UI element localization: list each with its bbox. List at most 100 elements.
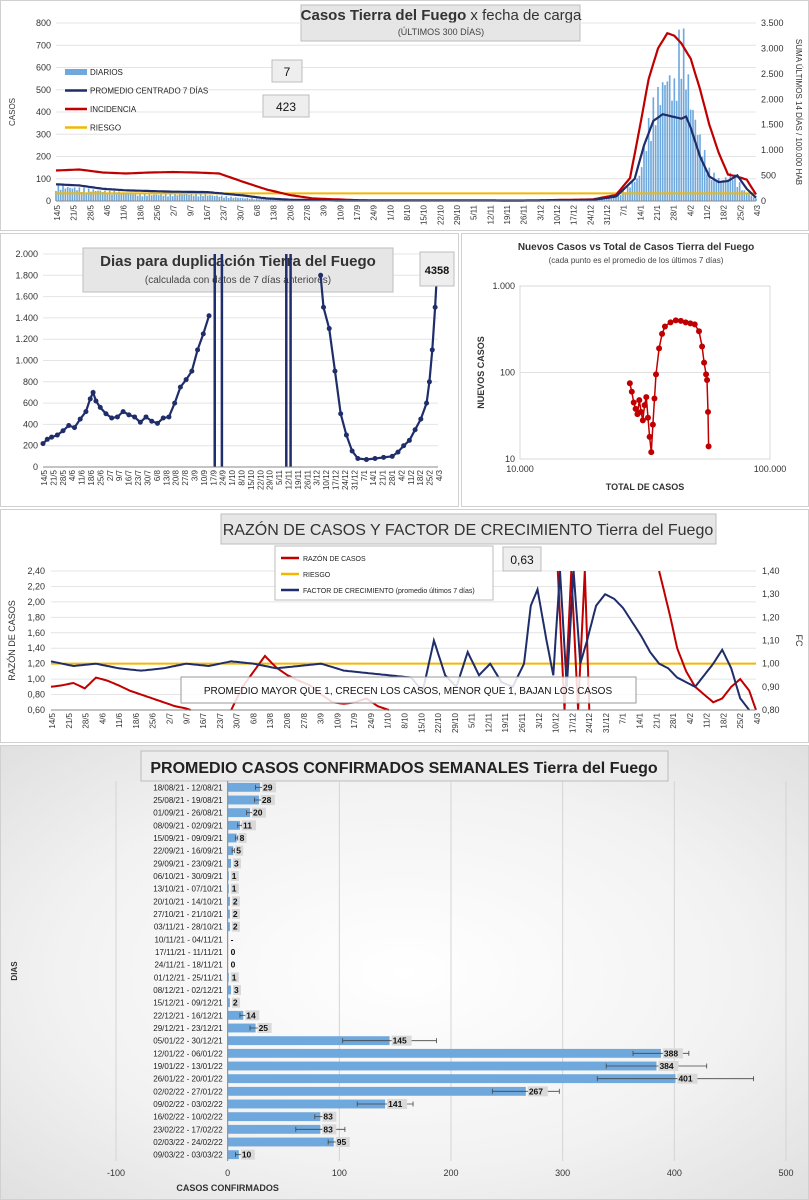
- y-tick-label: 2.000: [15, 249, 38, 259]
- category-label: 20/10/21 - 14/10/21: [153, 897, 223, 906]
- chart-subtitle: (ÚLTIMOS 300 DÍAS): [398, 27, 484, 37]
- x-tick-label: 25/2: [736, 712, 745, 728]
- data-label: 3: [234, 985, 239, 995]
- x-tick-label: 24/9: [370, 204, 379, 220]
- y-tick-label: 100: [36, 174, 51, 184]
- x-tick-label: 6/8: [153, 469, 162, 481]
- daily-bar: [230, 196, 232, 201]
- x-tick-label: 16/7: [203, 204, 212, 220]
- x-tick-label: 25/2: [426, 469, 435, 485]
- data-label: 11: [243, 820, 252, 830]
- x-tick-label: 21/1: [652, 712, 661, 728]
- doubling-point: [40, 441, 46, 447]
- weekly-bar: [227, 972, 229, 982]
- data-label-bg: [262, 782, 277, 793]
- category-label: 09/02/22 - 03/02/22: [153, 1100, 223, 1109]
- x-tick-label: 5/11: [275, 469, 284, 485]
- daily-bar: [241, 197, 244, 201]
- daily-bar: [661, 82, 664, 201]
- weekly-bar: [227, 1124, 321, 1134]
- x-tick-label: 27/8: [303, 204, 312, 220]
- daily-bar: [708, 167, 711, 201]
- x-tick-label: 11/2: [407, 469, 416, 485]
- doubling-point: [372, 455, 378, 461]
- scatter-point: [644, 414, 651, 421]
- doubling-point: [172, 400, 178, 406]
- x-tick-label: 3/12: [535, 712, 544, 728]
- daily-bar: [643, 147, 645, 201]
- x-tick-label: 9/7: [115, 469, 124, 481]
- x-tick-label: 500: [778, 1168, 793, 1178]
- chart-title: Nuevos Casos vs Total de Casos Tierra de…: [518, 242, 754, 253]
- category-label: 09/03/22 - 03/03/22: [153, 1151, 223, 1160]
- growth-factor-line: [50, 570, 750, 711]
- legend-label: RIESGO: [303, 572, 331, 579]
- daily-bar: [622, 189, 624, 201]
- data-label-bg: [662, 1048, 683, 1059]
- x-tick-label: 12/11: [486, 204, 495, 224]
- y-tick-label: 1,60: [27, 628, 45, 638]
- legend-swatch: [65, 69, 87, 75]
- x-axis-label: TOTAL DE CASOS: [606, 482, 685, 492]
- doubling-point: [195, 347, 201, 353]
- daily-bar: [202, 195, 204, 201]
- y-tick-label: 600: [23, 398, 38, 408]
- x-tick-label: 27/8: [181, 469, 190, 485]
- daily-bar: [213, 195, 216, 201]
- daily-bar: [631, 181, 634, 201]
- daily-bar: [162, 195, 165, 201]
- x-tick-label: 17/12: [570, 204, 579, 225]
- scatter-point: [696, 328, 703, 335]
- data-label-bg: [233, 985, 242, 995]
- daily-bar: [647, 118, 650, 201]
- daily-bar: [174, 193, 176, 201]
- daily-bar: [246, 197, 249, 201]
- x-tick-label: 28/5: [86, 204, 95, 220]
- scatter-point: [667, 319, 674, 326]
- x-tick-label: 7/1: [620, 204, 629, 216]
- daily-bar: [274, 199, 277, 201]
- x-tick-label: 25/6: [149, 712, 158, 728]
- daily-bar: [197, 196, 200, 201]
- x-tick-label: 4/2: [397, 469, 406, 481]
- doubling-point: [114, 414, 120, 420]
- y2-tick-label: 3.500: [761, 18, 784, 28]
- x-tick-label: 1/10: [384, 712, 393, 728]
- weekly-bar: [227, 909, 230, 919]
- doubling-point: [418, 416, 424, 422]
- doubling-value-box: [419, 251, 455, 287]
- daily-bar: [279, 199, 281, 201]
- x-tick-label: 3/12: [536, 204, 545, 220]
- x-tick-label: 11/2: [703, 712, 712, 728]
- x-tick-label: 22/10: [436, 204, 445, 225]
- category-label: 26/01/22 - 20/01/22: [153, 1075, 223, 1084]
- daily-bar: [668, 75, 671, 201]
- daily-bar: [605, 198, 608, 201]
- x-axis-label: CASOS CONFIRMADOS: [176, 1183, 279, 1193]
- scatter-point: [628, 388, 635, 395]
- scatter-point: [682, 319, 689, 326]
- x-tick-label: 17/12: [332, 469, 341, 490]
- doubling-line-segment: [319, 253, 440, 461]
- data-label: -: [231, 934, 234, 944]
- weekly-bar: [227, 1137, 334, 1147]
- weekly-bar: [227, 820, 240, 830]
- x-tick-label: 7/1: [619, 712, 628, 724]
- x-tick-label: 13/8: [162, 469, 171, 485]
- scatter-point: [661, 323, 668, 330]
- chart-title: Dias para duplicación Tierra del Fuego: [100, 253, 376, 270]
- data-label-bg: [391, 1035, 412, 1046]
- daily-bar: [717, 178, 720, 201]
- daily-bar: [148, 194, 151, 201]
- x-tick-label: 30/7: [233, 712, 242, 728]
- daily-bar: [724, 177, 727, 201]
- daily-bar: [603, 199, 606, 201]
- daily-bar: [234, 197, 237, 201]
- daily-bar: [633, 181, 636, 201]
- category-label: 24/11/21 - 18/11/21: [154, 961, 223, 970]
- daily-bar: [617, 194, 620, 201]
- category-label: 15/09/21 - 09/09/21: [153, 834, 223, 843]
- x-tick-label: 25/6: [153, 204, 162, 220]
- data-label-bg: [240, 1149, 255, 1160]
- doubling-point: [343, 432, 349, 438]
